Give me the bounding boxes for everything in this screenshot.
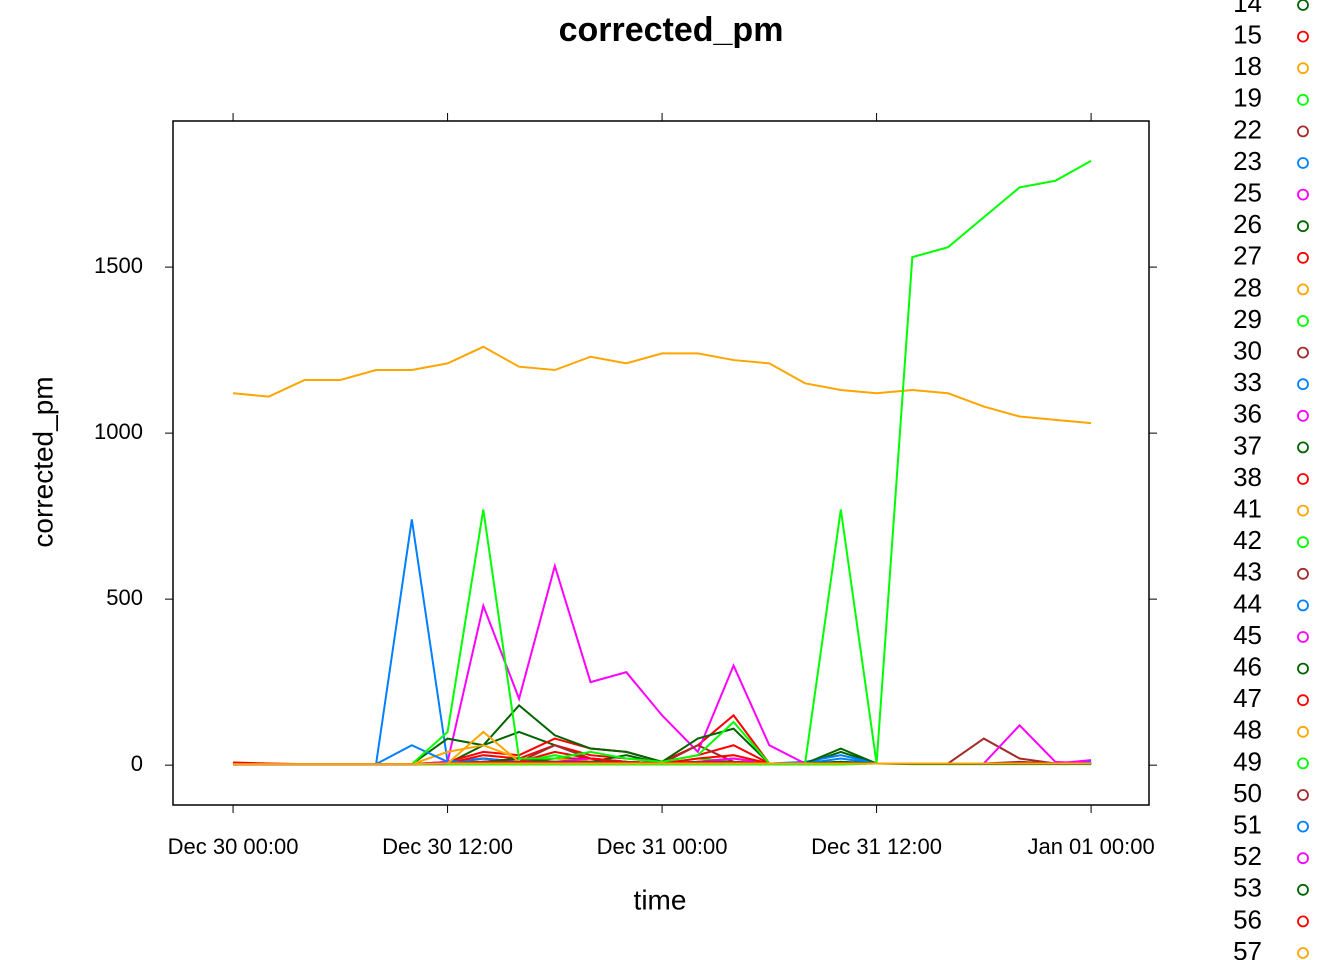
x-axis-label: time [634, 884, 687, 915]
legend-marker [1297, 883, 1309, 896]
series-line [233, 562, 1092, 766]
legend-label: 18 [1233, 51, 1262, 81]
legend-marker [1297, 662, 1309, 675]
y-axis-label: corrected_pm [27, 376, 58, 547]
legend-label: 46 [1233, 651, 1262, 681]
series-line [233, 737, 1092, 766]
legend-label: 29 [1233, 304, 1262, 334]
legend-marker [1297, 536, 1309, 549]
legend-label: 23 [1233, 146, 1262, 176]
series-line [233, 730, 1092, 766]
legend-label: 22 [1233, 114, 1262, 144]
legend-marker [1297, 315, 1309, 327]
legend-marker [1297, 757, 1309, 770]
legend-label: 41 [1233, 493, 1262, 523]
series-line [233, 762, 1092, 766]
legend-marker [1297, 188, 1309, 201]
legend-label: 30 [1233, 335, 1262, 365]
legend-label: 38 [1233, 462, 1262, 492]
legend-label: 56 [1233, 904, 1262, 934]
x-tick-label: Dec 31 00:00 [597, 834, 728, 859]
x-tick-label: Dec 30 00:00 [168, 834, 299, 859]
x-tick-label: Dec 30 12:00 [382, 834, 513, 859]
legend-marker [1297, 504, 1309, 517]
series-line [232, 345, 1092, 425]
x-tick-label: Dec 31 12:00 [811, 834, 942, 859]
series-line [233, 519, 1092, 766]
legend-marker [1297, 157, 1309, 169]
legend-label: 47 [1233, 683, 1262, 713]
legend-label: 26 [1233, 209, 1262, 239]
legend-label: 48 [1233, 715, 1262, 745]
y-tick-label: 1000 [94, 419, 143, 444]
chart-title: corrected_pm [559, 11, 784, 49]
series-line [233, 509, 1092, 766]
y-tick-label: 500 [106, 585, 143, 610]
y-tick-label: 1500 [94, 253, 143, 278]
legend-marker [1297, 441, 1309, 454]
legend-label: 15 [1233, 19, 1262, 49]
legend-marker [1297, 789, 1309, 801]
legend-marker [1297, 567, 1309, 580]
legend-label: 27 [1233, 241, 1262, 271]
series-line [233, 723, 1092, 766]
legend-marker [1297, 62, 1309, 75]
legend-label: 25 [1233, 177, 1262, 207]
legend-marker [1297, 947, 1309, 959]
legend-marker [1297, 725, 1309, 738]
y-tick-label: 0 [131, 751, 143, 776]
series-line [233, 730, 1092, 766]
legend-label: 44 [1233, 588, 1262, 618]
legend-marker [1297, 30, 1309, 43]
legend-marker [1297, 473, 1309, 485]
legend-label: 57 [1233, 936, 1262, 960]
legend-label: 33 [1233, 367, 1262, 397]
legend-marker [1297, 0, 1309, 11]
x-tick-label: Jan 01 00:00 [1027, 834, 1154, 859]
plot-frame [172, 120, 1150, 806]
legend-marker [1297, 378, 1309, 391]
legend-label: 53 [1233, 873, 1262, 903]
legend-label: 51 [1233, 809, 1262, 839]
legend-marker [1297, 694, 1309, 707]
legend-label: 28 [1233, 272, 1262, 302]
legend-label: 42 [1233, 525, 1262, 555]
legend-marker [1297, 631, 1309, 643]
legend-marker [1297, 409, 1309, 422]
legend-marker [1297, 852, 1309, 865]
legend-marker [1297, 125, 1309, 138]
series-line [233, 159, 1092, 766]
legend-marker [1297, 220, 1309, 233]
legend-marker [1297, 346, 1309, 359]
legend-marker [1297, 915, 1309, 928]
series-line [233, 713, 1092, 766]
legend-label: 52 [1233, 841, 1262, 871]
legend-label: 19 [1233, 83, 1262, 113]
legend-label: 49 [1233, 746, 1262, 776]
legend-marker [1297, 820, 1309, 833]
legend-label: 45 [1233, 620, 1262, 650]
legend-marker [1297, 599, 1309, 612]
legend-marker [1297, 283, 1309, 296]
legend-marker [1297, 93, 1309, 106]
legend-label: 37 [1233, 430, 1262, 460]
legend-label: 43 [1233, 557, 1262, 587]
legend-marker [1297, 251, 1309, 264]
legend-label: 14 [1233, 0, 1262, 18]
legend-label: 36 [1233, 399, 1262, 429]
legend-label: 50 [1233, 778, 1262, 808]
